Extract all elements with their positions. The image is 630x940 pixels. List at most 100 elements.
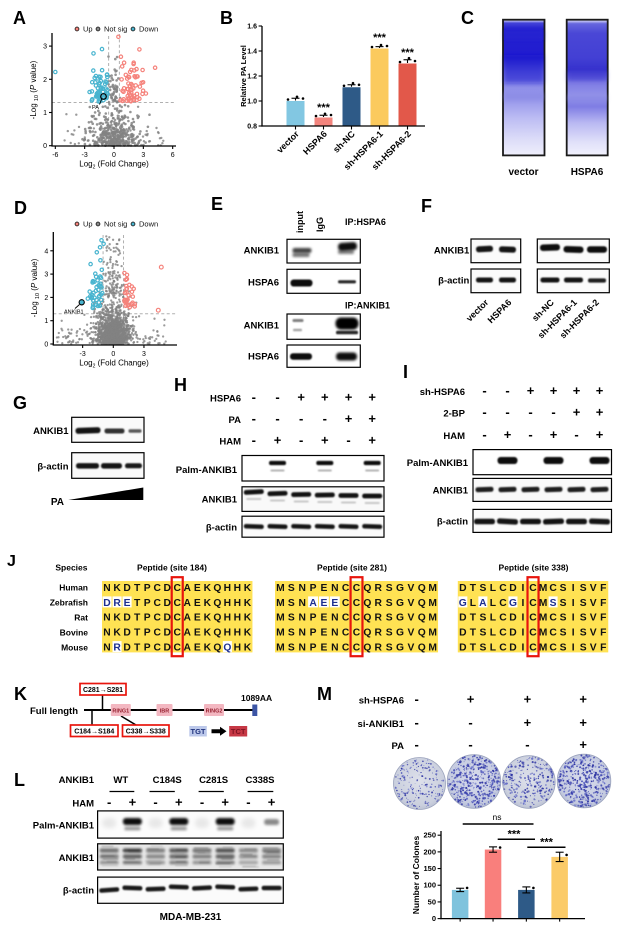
svg-text:M: M [276, 643, 285, 654]
svg-text:N: N [298, 583, 305, 594]
svg-text:ANKIB1: ANKIB1 [33, 426, 69, 437]
svg-text:V: V [407, 583, 414, 594]
svg-text:E: E [320, 598, 327, 609]
svg-text:S: S [479, 643, 486, 654]
svg-text:C: C [549, 613, 557, 624]
svg-text:J: J [7, 553, 16, 570]
svg-text:S: S [386, 598, 393, 609]
svg-text:T: T [470, 628, 477, 639]
svg-text:V: V [407, 613, 414, 624]
svg-text:L: L [470, 598, 476, 609]
svg-text:C: C [353, 628, 361, 639]
svg-text:+: + [345, 390, 353, 405]
svg-text:S: S [386, 643, 393, 654]
svg-text:2-BP: 2-BP [443, 409, 465, 420]
svg-text:+: + [221, 795, 229, 810]
svg-text:S: S [560, 613, 567, 624]
svg-text:E: E [320, 613, 327, 624]
svg-text:H: H [174, 375, 187, 395]
svg-text:IP:ANKIB1: IP:ANKIB1 [345, 301, 390, 311]
svg-text:A: A [479, 598, 487, 609]
svg-text:S: S [479, 613, 486, 624]
svg-text:R: R [375, 583, 383, 594]
svg-text:K: K [244, 613, 252, 624]
svg-text:1.4: 1.4 [247, 49, 257, 56]
svg-text:C: C [342, 583, 350, 594]
svg-text:S: S [580, 613, 587, 624]
svg-text:K: K [14, 684, 27, 704]
svg-text:C: C [353, 613, 361, 624]
svg-text:R: R [113, 643, 121, 654]
svg-text:E: E [194, 628, 201, 639]
svg-text:+: + [129, 795, 137, 810]
svg-text:P: P [310, 643, 317, 654]
svg-text:1: 1 [43, 110, 47, 117]
svg-text:N: N [103, 613, 110, 624]
svg-text:Q: Q [363, 613, 371, 624]
svg-text:C: C [461, 8, 474, 28]
svg-text:-: - [468, 715, 472, 730]
svg-text:M: M [276, 613, 285, 624]
svg-text:A: A [184, 613, 192, 624]
svg-text:F: F [600, 628, 606, 639]
svg-text:D: D [163, 583, 170, 594]
svg-text:K: K [204, 643, 212, 654]
svg-text:D: D [459, 643, 466, 654]
svg-text:I: I [522, 583, 525, 594]
svg-text:N: N [298, 613, 305, 624]
svg-text:***: *** [373, 32, 387, 44]
svg-text:-3: -3 [80, 351, 86, 358]
svg-text:C: C [342, 643, 350, 654]
svg-text:T: T [134, 628, 141, 639]
svg-text:E: E [194, 598, 201, 609]
svg-text:R: R [375, 628, 383, 639]
svg-text:Peptide (site 281): Peptide (site 281) [317, 563, 387, 573]
svg-text:D: D [163, 613, 170, 624]
svg-text:-: - [415, 692, 419, 707]
svg-text:-: - [528, 405, 532, 420]
svg-text:E: E [124, 598, 131, 609]
svg-text:-: - [482, 427, 486, 442]
svg-text:C: C [499, 583, 507, 594]
svg-text:H: H [224, 583, 231, 594]
svg-text:***: *** [401, 47, 415, 59]
svg-text:C338S: C338S [245, 775, 274, 786]
svg-text:L: L [490, 643, 496, 654]
svg-text:ns: ns [493, 812, 502, 822]
svg-text:T: T [134, 598, 141, 609]
svg-text:K: K [244, 628, 252, 639]
svg-text:-: - [107, 795, 111, 810]
svg-text:T: T [134, 643, 141, 654]
svg-text:S: S [288, 598, 295, 609]
svg-text:K: K [204, 628, 212, 639]
svg-text:P: P [144, 643, 151, 654]
svg-text:I: I [403, 362, 408, 382]
svg-text:0: 0 [112, 152, 116, 159]
svg-text:3: 3 [141, 152, 145, 159]
svg-text:+: + [268, 795, 276, 810]
svg-text:N: N [103, 643, 110, 654]
svg-text:T: T [134, 613, 141, 624]
svg-text:-: - [200, 795, 204, 810]
svg-text:S: S [560, 628, 567, 639]
svg-text:3: 3 [43, 44, 47, 51]
svg-text:H: H [234, 628, 241, 639]
svg-text:0: 0 [44, 342, 48, 349]
svg-text:+: + [596, 405, 604, 420]
svg-text:C: C [153, 598, 161, 609]
svg-text:+: + [321, 433, 329, 448]
svg-text:-: - [252, 411, 256, 426]
svg-text:-: - [252, 433, 256, 448]
svg-text:-: - [468, 737, 472, 752]
svg-text:β-actin: β-actin [206, 523, 237, 534]
svg-text:S: S [288, 643, 295, 654]
svg-text:-: - [275, 411, 279, 426]
svg-text:S: S [386, 583, 393, 594]
svg-text:Q: Q [213, 598, 221, 609]
svg-text:R: R [375, 613, 383, 624]
svg-text:S: S [288, 583, 295, 594]
svg-text:C: C [529, 628, 537, 639]
svg-text:+: + [579, 737, 587, 752]
svg-text:-: - [275, 390, 279, 405]
svg-text:-Log 10 (P value): -Log 10 (P value) [29, 60, 40, 119]
